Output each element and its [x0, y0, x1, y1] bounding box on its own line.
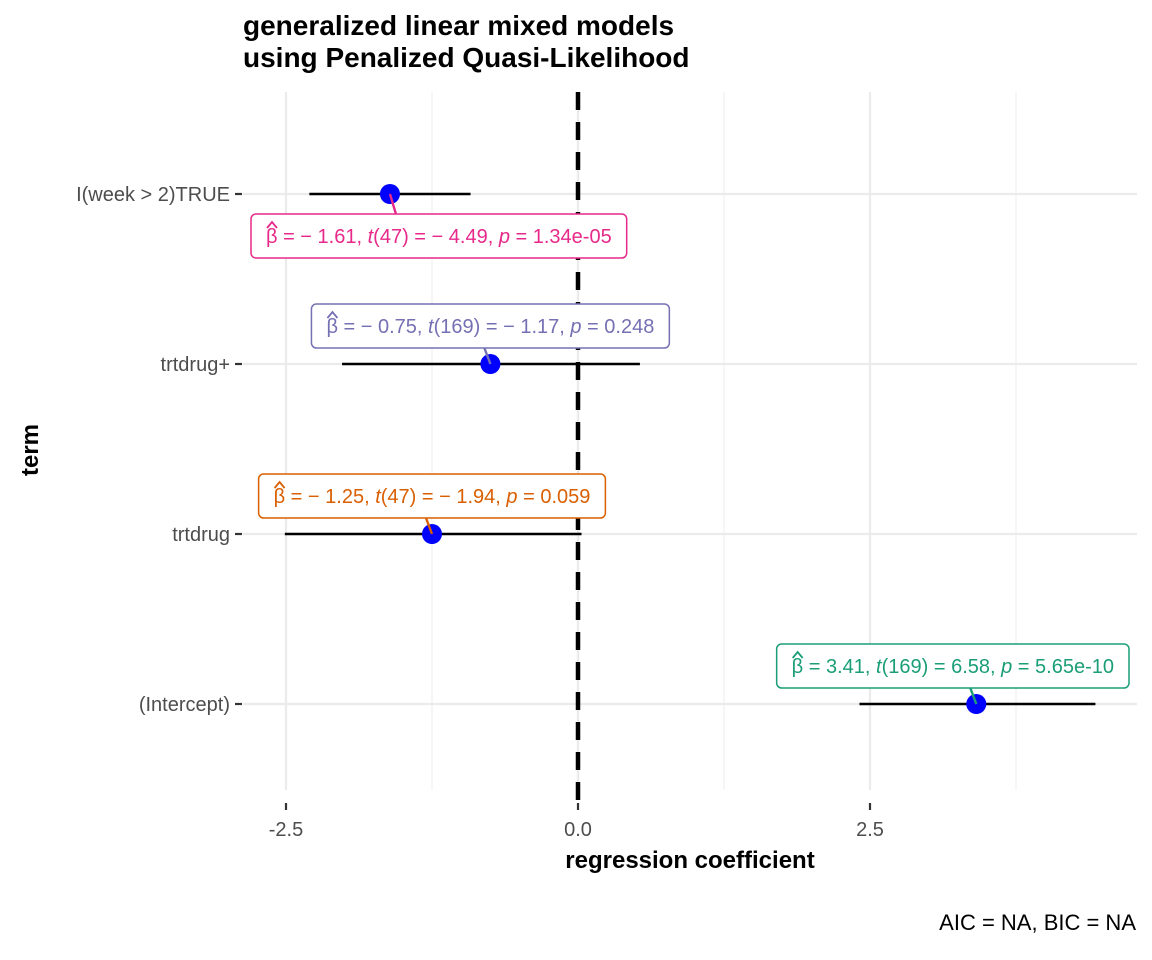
estimate-label-text: β = − 1.61, t(47) = − 4.49, p = 1.34e-05: [266, 226, 612, 248]
estimate-label-box: [310, 303, 671, 349]
estimate-label-box: [250, 213, 628, 259]
estimate-label-box: [257, 473, 607, 519]
beta-hat-mark: [326, 310, 339, 319]
y-tick-label: (Intercept): [139, 694, 230, 716]
y-axis-title: term: [17, 424, 44, 476]
x-axis-title: regression coefficient: [565, 847, 814, 874]
estimate-label-3: β = − 1.61, t(47) = − 4.49, p = 1.34e-05: [250, 193, 628, 259]
x-tick-label: 0.0: [564, 819, 592, 841]
estimate-label-connector: [424, 517, 434, 535]
estimate-label-connector: [969, 687, 978, 705]
chart-title-block: generalized linear mixed models using Pe…: [243, 10, 690, 74]
estimate-label-text: β = 3.41, t(169) = 6.58, p = 5.65e-10: [792, 656, 1114, 678]
error-bars: [284, 192, 1096, 706]
chart-subtitle: using Penalized Quasi-Likelihood: [243, 42, 690, 73]
estimate-label-text: β = − 1.25, t(47) = − 1.94, p = 0.059: [274, 486, 591, 508]
beta-hat-mark: [266, 220, 278, 229]
estimate-label-box: [775, 643, 1130, 689]
y-tick-label: I(week > 2)TRUE: [76, 184, 230, 206]
estimate-label-0: β = 3.41, t(169) = 6.58, p = 5.65e-10: [775, 643, 1130, 705]
estimate-label-connector: [483, 347, 492, 365]
estimate-labels: β = 3.41, t(169) = 6.58, p = 5.65e-10 β =…: [250, 193, 1130, 705]
x-tick-label: -2.5: [269, 819, 303, 841]
estimate-label-text: β = − 0.75, t(169) = − 1.17, p = 0.248: [326, 316, 654, 338]
estimate-label-2: β = − 0.75, t(169) = − 1.17, p = 0.248: [310, 303, 671, 365]
beta-hat-mark: [273, 480, 286, 489]
estimate-label-1: β = − 1.25, t(47) = − 1.94, p = 0.059: [257, 473, 607, 535]
x-axis: -2.5 0.0 2.5: [269, 803, 884, 841]
y-tick-label: trtdrug: [172, 524, 230, 546]
points: [379, 184, 987, 714]
beta-hat-mark: [791, 650, 804, 659]
estimate-label-connector: [388, 193, 398, 215]
x-tick-label: 2.5: [856, 819, 884, 841]
y-axis: (Intercept) trtdrug trtdrug+ I(week > 2)TRU…: [76, 184, 242, 716]
chart-caption: AIC = NA, BIC = NA: [939, 910, 1136, 935]
y-tick-label: trtdrug+: [161, 354, 230, 376]
chart-title: generalized linear mixed models: [243, 10, 675, 41]
